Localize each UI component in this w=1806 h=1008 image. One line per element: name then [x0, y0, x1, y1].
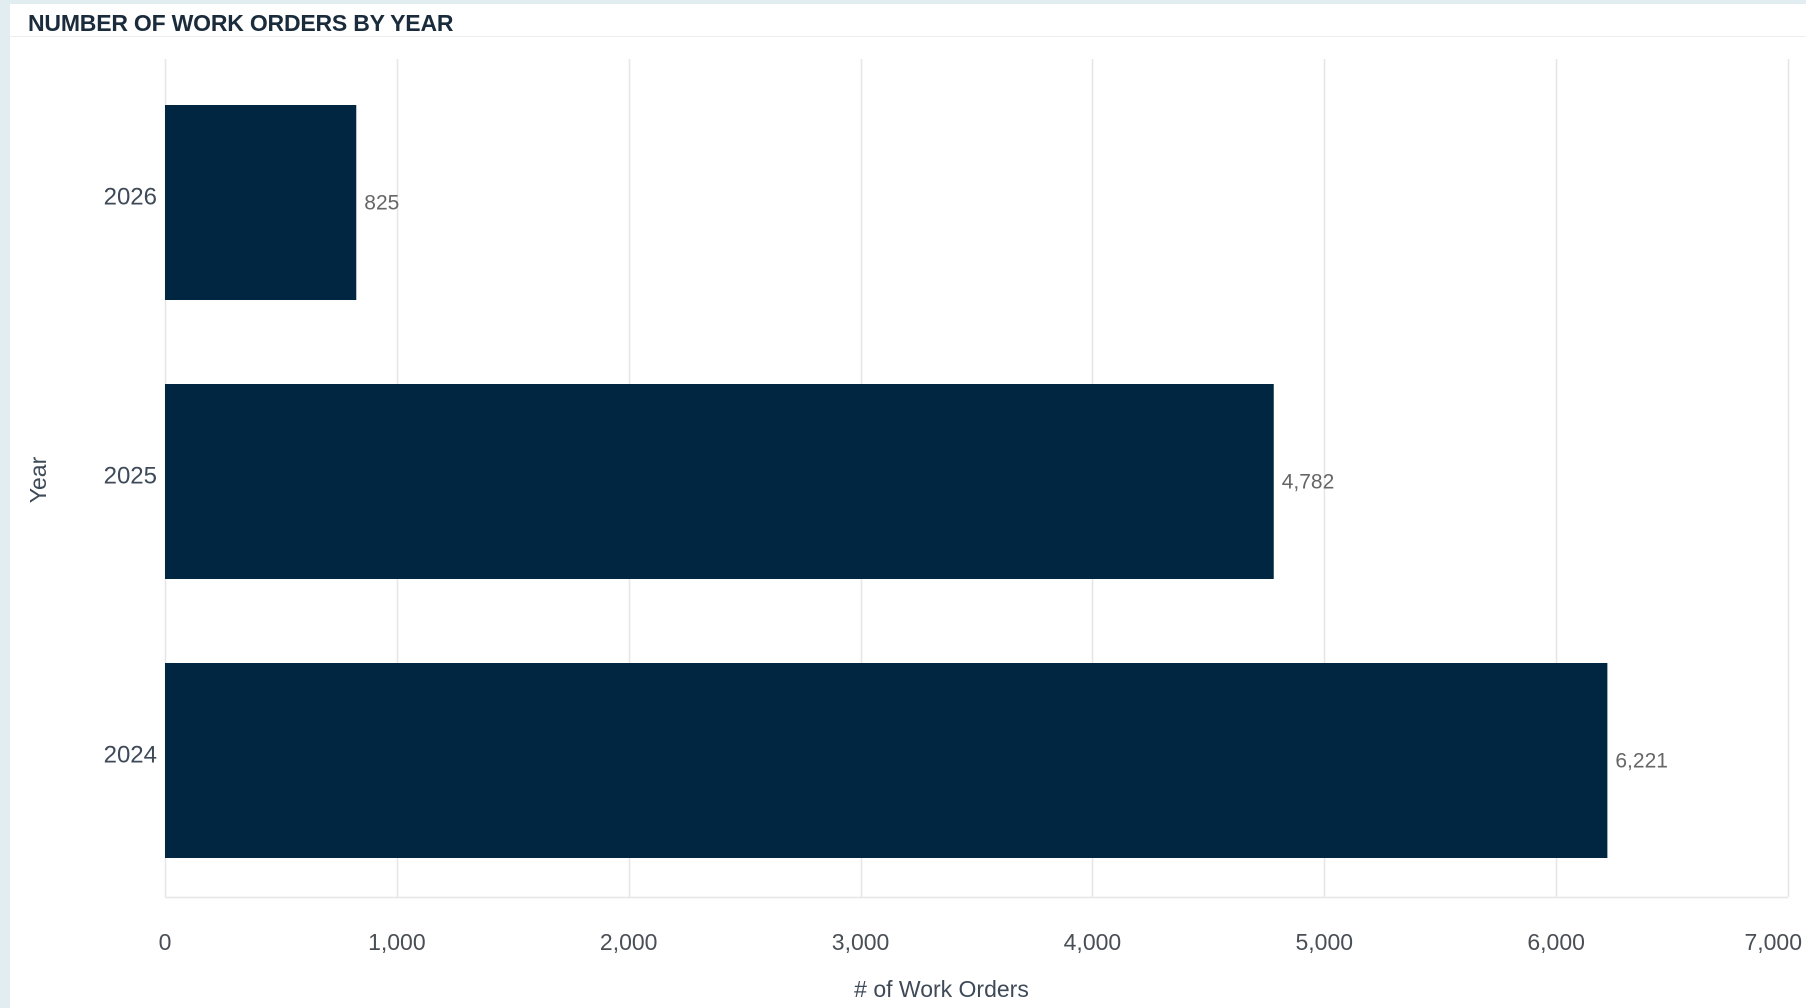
bars — [165, 105, 1608, 858]
y-axis-tick-labels: 2026 2025 2024 — [104, 184, 157, 769]
value-label-2026: 825 — [364, 192, 399, 215]
title-divider — [10, 36, 1806, 37]
y-tick-label-2025: 2025 — [104, 463, 157, 490]
x-tick-label: 4,000 — [1064, 929, 1122, 955]
x-tick-label: 1,000 — [368, 929, 426, 955]
x-axis-title: # of Work Orders — [854, 976, 1029, 1002]
y-axis-title: Year — [25, 456, 51, 503]
bar-2024[interactable] — [165, 663, 1608, 858]
chart-panel: NUMBER OF WORK ORDERS BY YEAR 825 4,782 6,… — [10, 4, 1806, 1008]
x-tick-label: 5,000 — [1296, 929, 1354, 955]
value-labels: 825 4,782 6,221 — [364, 192, 1668, 773]
bar-2025[interactable] — [165, 384, 1274, 579]
bar-chart: 825 4,782 6,221 2026 2025 2024 0 1,000 2,000 3,… — [25, 59, 1802, 1002]
value-label-2024: 6,221 — [1615, 750, 1668, 773]
x-tick-label: 0 — [159, 929, 172, 955]
value-label-2025: 4,782 — [1282, 471, 1335, 494]
x-tick-label: 2,000 — [600, 929, 658, 955]
x-tick-label: 6,000 — [1527, 929, 1585, 955]
x-tick-label: 3,000 — [832, 929, 890, 955]
chart-title: NUMBER OF WORK ORDERS BY YEAR — [28, 10, 454, 36]
bar-2026[interactable] — [165, 105, 357, 300]
y-tick-label-2026: 2026 — [104, 184, 157, 211]
x-axis-tick-labels: 0 1,000 2,000 3,000 4,000 5,000 6,000 7,000 — [159, 929, 1802, 955]
y-tick-label-2024: 2024 — [104, 742, 157, 769]
x-tick-label: 7,000 — [1744, 929, 1802, 955]
